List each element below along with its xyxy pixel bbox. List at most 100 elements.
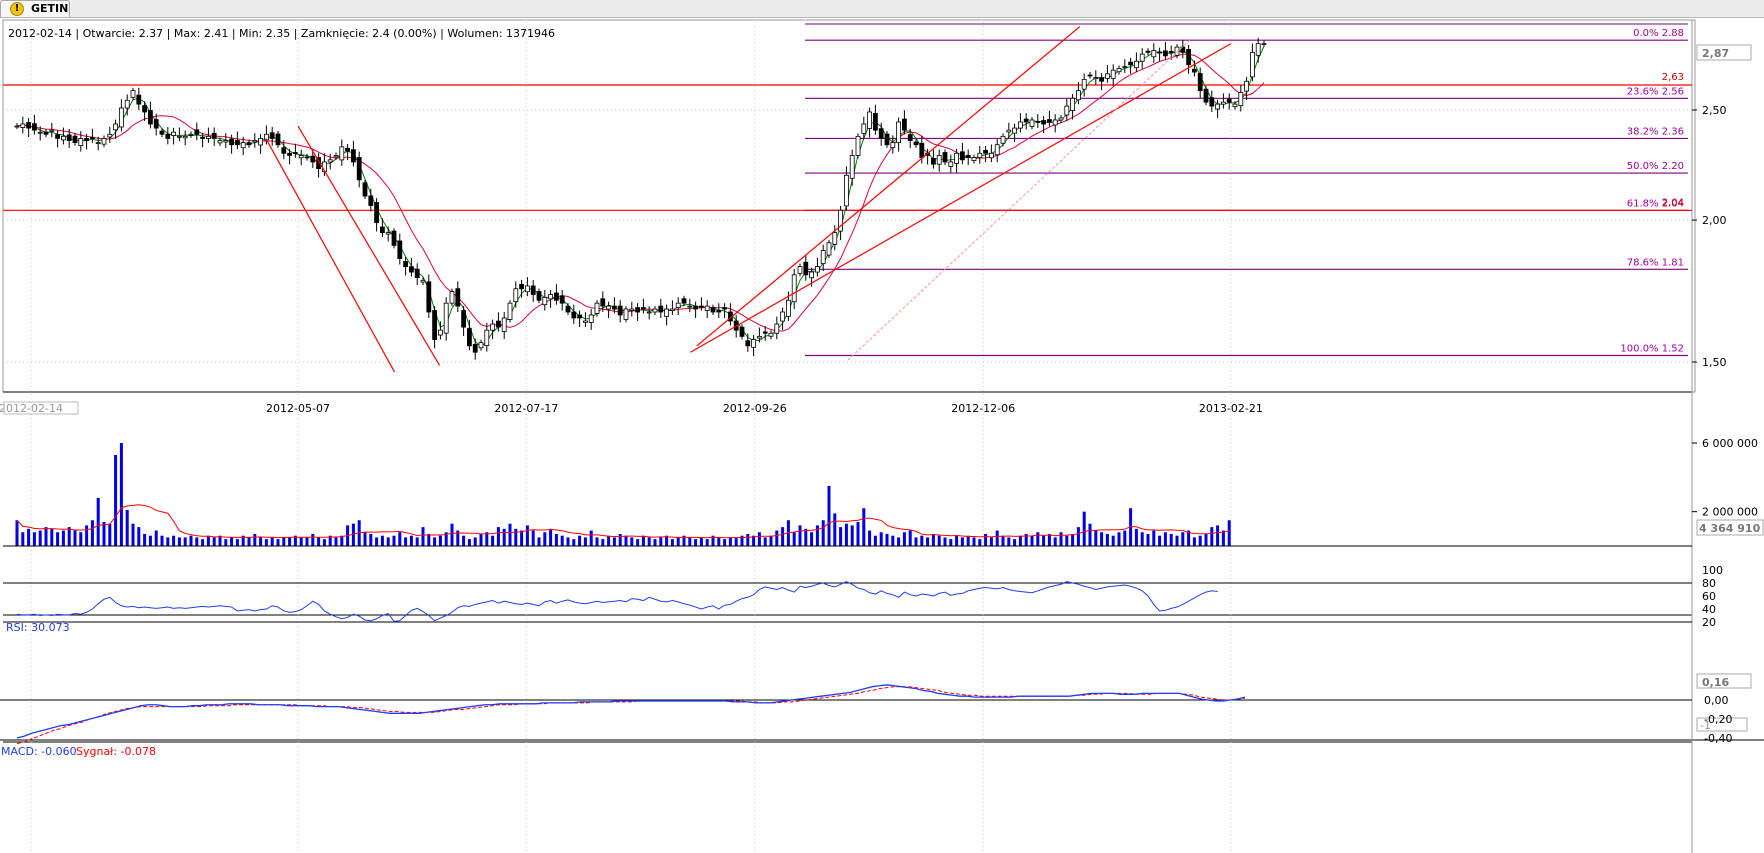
volume-bar (601, 539, 605, 546)
candle-body (902, 118, 907, 131)
candle-body (757, 335, 762, 339)
volume-bar (792, 532, 796, 546)
candle-body (449, 291, 455, 304)
candle-body (670, 308, 675, 311)
rsi-indicator (3, 581, 1692, 623)
volume-bar (166, 537, 170, 546)
volume-bar (676, 537, 680, 546)
candle-body (350, 149, 356, 163)
candle-body (1041, 120, 1046, 125)
candle-body (466, 328, 472, 347)
candle-body (1058, 117, 1064, 121)
volume-bar (409, 535, 413, 546)
volume-bar (212, 537, 216, 546)
candle-body (530, 285, 536, 295)
volume-average-line (16, 504, 1230, 539)
trend-line (297, 125, 441, 366)
volume-bar (1053, 537, 1057, 546)
candle-body (623, 308, 629, 320)
candle-body (345, 147, 351, 152)
macd-tick-label: -0,20 (1704, 713, 1732, 726)
volume-bar (235, 539, 239, 546)
volume-bar (1024, 533, 1028, 546)
volume-bar (775, 530, 779, 546)
volume-bar (311, 533, 315, 546)
candle-body (1180, 46, 1186, 53)
fibo-level-label: 50.0% 2.20 (1627, 161, 1684, 172)
volume-bar (1140, 532, 1144, 546)
candle-body (774, 323, 780, 334)
volume-bar (931, 533, 935, 546)
volume-bar (1221, 530, 1225, 546)
candle-body (484, 329, 490, 347)
candle-body (339, 146, 345, 161)
volume-bar (27, 528, 31, 546)
candle-body (107, 133, 113, 138)
stock-chart[interactable]: 0.0% 2.88 23.6% 2.56 38.2% 2.36 50.0% 2.20 6… (0, 18, 1764, 853)
volume-bar (902, 532, 906, 546)
volume-bar (1198, 535, 1202, 546)
candle-body (919, 142, 925, 159)
candle-body (1122, 66, 1128, 68)
candle-body (519, 283, 524, 290)
fibo-level-label: 38.2% 2.36 (1627, 126, 1684, 137)
rsi-label: RSI: 30.073 (6, 621, 70, 634)
volume-bar (415, 537, 419, 546)
candle-body (1076, 90, 1081, 101)
candle-body (658, 305, 664, 313)
candle-body (32, 123, 37, 131)
trend-line (696, 26, 1081, 347)
volume-bar (195, 537, 199, 546)
candlesticks (14, 37, 1267, 360)
volume-bar (908, 530, 912, 546)
candle-body (600, 298, 606, 307)
candle-body (1128, 61, 1133, 66)
volume-bar (757, 532, 761, 546)
volume-bar (119, 443, 123, 546)
volume-bar (978, 539, 982, 546)
candle-body (1145, 50, 1151, 53)
fibo-level-label: 0.0% 2.88 (1633, 28, 1684, 39)
volume-bar (1082, 511, 1086, 546)
candle-body (1232, 103, 1238, 108)
rsi-line (16, 581, 1218, 622)
volume-bar (752, 535, 756, 546)
candle-body (1087, 74, 1093, 77)
volume-bar (723, 539, 727, 546)
candle-body (194, 129, 200, 135)
volume-bar (479, 533, 483, 546)
volume-bar (891, 535, 895, 546)
candle-body (472, 343, 478, 353)
volume-bar (96, 497, 100, 546)
volume-bar (618, 533, 622, 546)
candle-body (1221, 101, 1226, 105)
volume-bar (682, 535, 686, 546)
volume-bar (844, 523, 848, 546)
candle-body (687, 305, 693, 308)
tab-bar: ! GETIN (0, 0, 1764, 18)
candle-body (896, 121, 901, 144)
candle-body (977, 152, 983, 159)
candle-body (1093, 77, 1099, 80)
candle-body (43, 131, 49, 135)
warning-icon: ! (10, 2, 24, 16)
candle-body (1064, 105, 1070, 116)
candle-body (1186, 48, 1191, 66)
candle-body (1250, 51, 1255, 78)
candle-body (861, 123, 867, 134)
volume-bar (1210, 527, 1214, 546)
volume-bar (920, 535, 924, 546)
volume-bar (1100, 532, 1104, 546)
tab-title: GETIN (31, 2, 69, 15)
volume-bar (740, 535, 744, 546)
candle-body (1203, 88, 1209, 103)
macd-tick-label: -0,40 (1704, 732, 1732, 745)
candle-body (432, 310, 438, 340)
volume-bar (473, 537, 477, 546)
volume-bar (1007, 537, 1011, 546)
volume-bar (520, 530, 524, 546)
tab-getin[interactable]: ! GETIN (0, 0, 70, 17)
candle-body (298, 155, 304, 159)
candle-body (461, 310, 467, 328)
volume-bar (1018, 535, 1022, 546)
